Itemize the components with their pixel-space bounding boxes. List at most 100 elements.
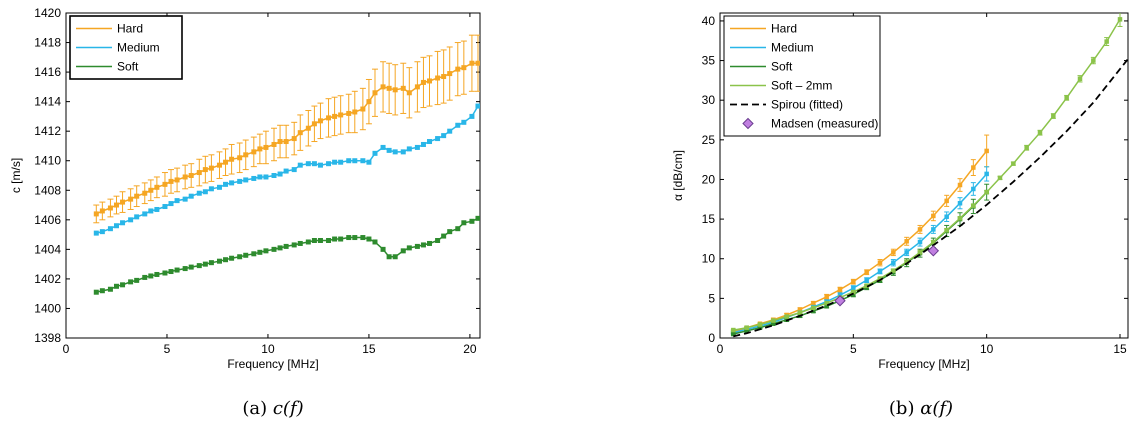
legend-item: Hard [76,22,143,36]
data-point [229,255,235,261]
data-point [196,190,202,196]
y-tick-label: 1410 [34,154,61,168]
data-point [237,254,243,260]
y-axis-label: α [dB/cm] [671,150,685,201]
data-point [223,159,229,165]
data-point [202,167,208,173]
legend-label: Soft [771,60,793,74]
legend-label: Hard [117,22,143,36]
legend-item: Spirou (fitted) [730,98,843,112]
data-point [154,184,160,190]
data-point [447,71,453,77]
data-point [277,171,283,177]
data-point [208,165,214,171]
data-point [305,161,311,167]
data-point [757,322,763,327]
y-tick-label: 40 [702,14,716,28]
y-tick-label: 0 [708,331,715,345]
data-point [113,223,119,229]
data-point [1024,145,1029,151]
data-point [406,90,412,96]
data-point [162,270,168,276]
data-point [420,141,426,147]
data-point [744,325,749,330]
data-point [317,238,323,243]
data-point [271,246,277,252]
x-tick-label: 20 [463,342,477,356]
data-point [475,103,480,109]
data-point [142,190,148,196]
y-tick-label: 20 [702,172,716,186]
data-point [1091,58,1096,63]
data-point [917,239,923,245]
data-point [142,274,148,280]
x-axis-label: Frequency [MHz] [878,357,969,371]
y-tick-label: 1412 [34,124,61,138]
data-point [229,180,235,186]
data-point [917,227,923,232]
data-point [297,162,303,168]
data-point [931,213,936,219]
chart-c-vs-frequency: 0 5 10 15 20 1398 1400 1402 1404 1406 1408 1410 1412… [9,6,481,419]
data-point [392,149,398,155]
data-point [984,171,989,177]
data-point [311,238,317,243]
data-point [1077,76,1083,82]
data-point [142,211,148,217]
data-point [229,156,235,162]
data-point [162,181,168,187]
data-point [469,60,475,66]
data-point [257,174,263,180]
data-point [957,216,963,221]
data-point [223,257,229,263]
legend-label: Soft – 2mm [771,79,832,93]
data-point [392,254,398,260]
chart-alpha-vs-frequency: 0 5 10 15 0 5 10 15 20 25 30 35 40 Frequency [MHz] α [… [671,12,1129,419]
plot-area [93,34,480,295]
data-point [257,249,263,255]
data-point [360,106,366,112]
data-point [174,177,180,183]
data-point [188,193,194,199]
data-point [944,214,949,219]
legend-item: Madsen (measured) [742,117,878,131]
data-point [414,144,420,150]
data-point [317,162,323,168]
data-point [216,162,222,168]
data-point [182,174,188,180]
data-point [263,248,269,254]
data-point [851,285,856,291]
data-point [957,182,963,188]
data-point [107,286,113,292]
data-point [435,136,441,142]
x-tick-label: 5 [164,342,171,356]
data-point [291,136,297,142]
data-point [237,155,243,161]
legend-item: Soft [730,60,793,74]
data-point [441,74,447,80]
data-point [461,220,467,226]
data-point [997,175,1003,181]
data-point [944,227,949,233]
x-tick-label: 0 [63,342,70,356]
legend-item: Hard [730,22,797,36]
data-point [427,78,433,84]
data-point [971,186,976,192]
legend: Hard Medium Soft [69,15,183,80]
data-point [202,261,208,267]
data-point [811,300,816,306]
data-point [917,250,923,255]
legend-label: Hard [771,22,797,36]
legend-box [723,15,881,137]
x-tick-label: 5 [850,342,857,356]
data-point [366,159,372,165]
data-point [237,178,243,184]
data-point [435,238,441,243]
legend-item: Soft [76,60,139,74]
legend-label: Soft [117,60,139,74]
legend: Hard Medium Soft Soft – 2mm Spirou (fitted) M… [723,15,881,137]
data-point [93,211,99,217]
legend-label: Medium [117,41,160,55]
data-point [1011,161,1016,166]
